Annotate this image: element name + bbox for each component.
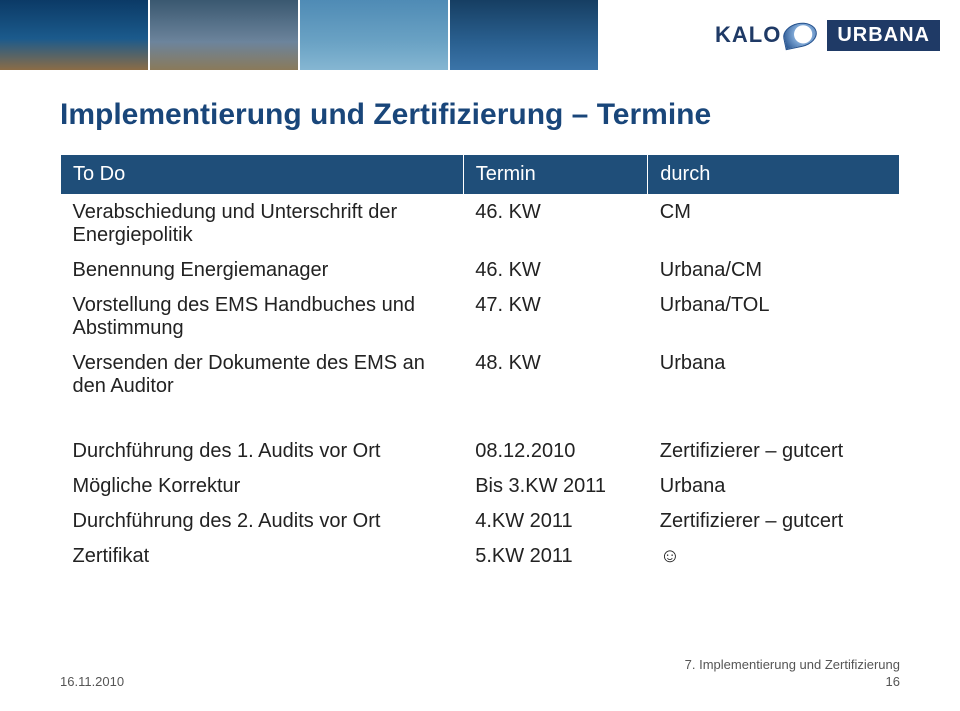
cell-termin: 08.12.2010 <box>463 434 648 469</box>
logo-kalo: KALO <box>715 22 817 48</box>
logo-urbana: URBANA <box>827 20 940 51</box>
cell-termin: 47. KW <box>463 288 648 346</box>
logo-urbana-text: URBANA <box>837 24 930 46</box>
cell-durch: CM <box>648 195 900 254</box>
cell-durch: Zertifizierer – gutcert <box>648 504 900 539</box>
table-row: Zertifikat 5.KW 2011 ☺ <box>61 539 900 574</box>
header-image-2 <box>150 0 300 70</box>
table-row: Durchführung des 1. Audits vor Ort 08.12… <box>61 434 900 469</box>
table-row: Mögliche Korrektur Bis 3.KW 2011 Urbana <box>61 469 900 504</box>
cell-durch-smiley: ☺ <box>648 539 900 574</box>
cell-termin: 48. KW <box>463 346 648 404</box>
page-title: Implementierung und Zertifizierung – Ter… <box>60 98 900 132</box>
cell-termin: 46. KW <box>463 195 648 254</box>
schedule-table: To Do Termin durch Verabschiedung und Un… <box>60 154 900 574</box>
page-number: 16 <box>685 674 900 689</box>
footer-section: 7. Implementierung und Zertifizierung <box>685 657 900 672</box>
cell-todo: Zertifikat <box>61 539 464 574</box>
cell-termin: 46. KW <box>463 253 648 288</box>
table-header-durch: durch <box>648 155 900 195</box>
cell-todo: Durchführung des 1. Audits vor Ort <box>61 434 464 469</box>
table-row: Benennung Energiemanager 46. KW Urbana/C… <box>61 253 900 288</box>
header-image-3 <box>300 0 450 70</box>
section-gap <box>61 404 900 434</box>
cell-todo: Verabschiedung und Unterschrift der Ener… <box>61 195 464 254</box>
cell-todo: Versenden der Dokumente des EMS an den A… <box>61 346 464 404</box>
cell-termin: 5.KW 2011 <box>463 539 648 574</box>
cell-todo: Vorstellung des EMS Handbuches und Absti… <box>61 288 464 346</box>
footer: 16.11.2010 7. Implementierung und Zertif… <box>60 657 900 689</box>
cell-todo: Durchführung des 2. Audits vor Ort <box>61 504 464 539</box>
header-banner: KALO URBANA <box>0 0 960 70</box>
cell-durch: Urbana <box>648 469 900 504</box>
header-image-1 <box>0 0 150 70</box>
cell-durch: Urbana/CM <box>648 253 900 288</box>
header-logos: KALO URBANA <box>600 0 960 70</box>
table-header-todo: To Do <box>61 155 464 195</box>
cell-termin: Bis 3.KW 2011 <box>463 469 648 504</box>
table-row: Verabschiedung und Unterschrift der Ener… <box>61 195 900 254</box>
logo-kalo-swoosh-icon <box>781 20 819 51</box>
table-row: Durchführung des 2. Audits vor Ort 4.KW … <box>61 504 900 539</box>
table-row: Vorstellung des EMS Handbuches und Absti… <box>61 288 900 346</box>
table-header-row: To Do Termin durch <box>61 155 900 195</box>
table-row: Versenden der Dokumente des EMS an den A… <box>61 346 900 404</box>
cell-termin: 4.KW 2011 <box>463 504 648 539</box>
footer-date: 16.11.2010 <box>60 674 124 689</box>
cell-durch: Urbana/TOL <box>648 288 900 346</box>
table-header-termin: Termin <box>463 155 648 195</box>
cell-durch: Zertifizierer – gutcert <box>648 434 900 469</box>
page-body: Implementierung und Zertifizierung – Ter… <box>0 70 960 574</box>
logo-kalo-text: KALO <box>715 22 781 48</box>
header-image-4 <box>450 0 600 70</box>
cell-todo: Mögliche Korrektur <box>61 469 464 504</box>
cell-durch: Urbana <box>648 346 900 404</box>
footer-right: 7. Implementierung und Zertifizierung 16 <box>685 657 900 689</box>
cell-todo: Benennung Energiemanager <box>61 253 464 288</box>
